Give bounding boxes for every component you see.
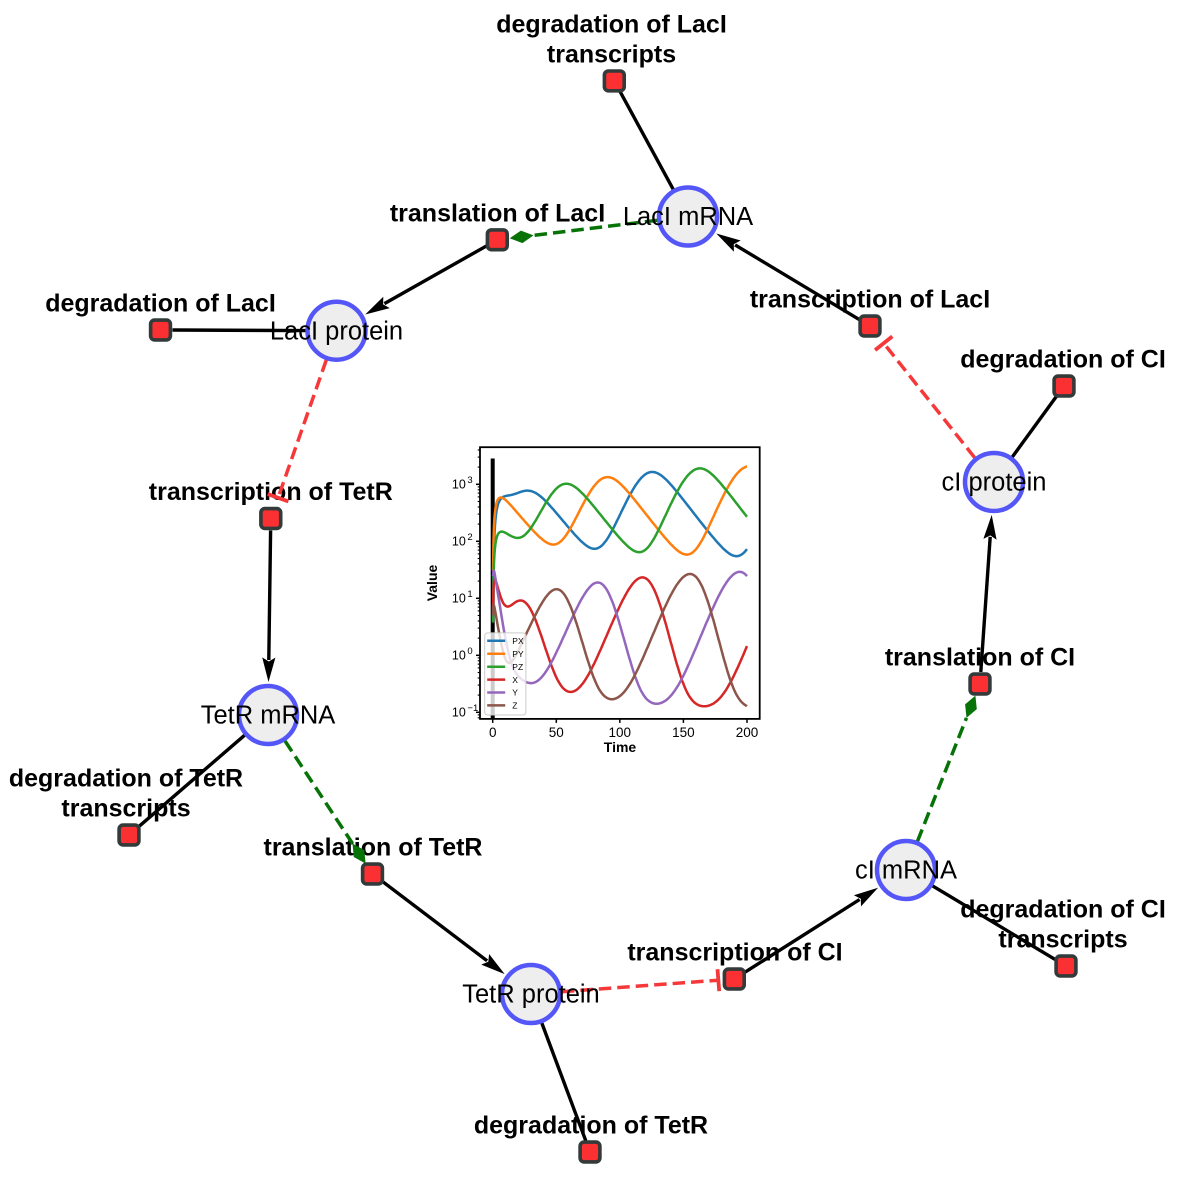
svg-text:LacI mRNA: LacI mRNA [623, 203, 753, 231]
svg-text:translation of LacI: translation of LacI [390, 199, 605, 227]
svg-text:50: 50 [549, 725, 564, 740]
svg-text:0: 0 [467, 646, 472, 657]
svg-text:1: 1 [467, 589, 472, 600]
svg-text:10: 10 [452, 706, 466, 720]
svg-text:Value: Value [424, 565, 440, 602]
svg-text:transcripts: transcripts [998, 926, 1127, 954]
svg-text:Y: Y [512, 688, 518, 698]
svg-text:PY: PY [512, 649, 524, 659]
svg-text:Time: Time [604, 739, 637, 755]
svg-text:transcription of LacI: transcription of LacI [750, 286, 990, 314]
svg-text:X: X [512, 675, 518, 685]
svg-text:cI mRNA: cI mRNA [855, 857, 957, 885]
svg-text:TetR mRNA: TetR mRNA [201, 702, 336, 730]
svg-text:transcription of TetR: transcription of TetR [149, 478, 393, 506]
svg-text:transcripts: transcripts [547, 40, 676, 68]
svg-text:degradation of LacI: degradation of LacI [496, 10, 727, 38]
svg-text:degradation of LacI: degradation of LacI [45, 290, 276, 318]
svg-text:PX: PX [512, 636, 524, 646]
svg-text:LacI protein: LacI protein [270, 317, 403, 345]
svg-text:degradation of TetR: degradation of TetR [474, 1112, 708, 1140]
svg-text:Z: Z [512, 701, 517, 711]
svg-text:degradation of CI: degradation of CI [960, 896, 1166, 924]
svg-text:translation of TetR: translation of TetR [264, 834, 483, 862]
svg-text:100: 100 [609, 725, 632, 740]
svg-text:TetR protein: TetR protein [462, 981, 600, 1009]
svg-text:3: 3 [467, 475, 472, 486]
svg-text:PZ: PZ [512, 662, 523, 672]
svg-text:transcription of CI: transcription of CI [627, 939, 842, 967]
svg-text:10: 10 [452, 649, 466, 663]
svg-text:−1: −1 [467, 703, 478, 714]
svg-text:0: 0 [489, 725, 497, 740]
svg-text:2: 2 [467, 532, 472, 543]
svg-text:150: 150 [672, 725, 695, 740]
svg-text:10: 10 [452, 535, 466, 549]
svg-text:200: 200 [736, 725, 759, 740]
svg-text:degradation of CI: degradation of CI [960, 346, 1166, 374]
svg-text:10: 10 [452, 478, 466, 492]
svg-text:10: 10 [452, 592, 466, 606]
svg-text:cI protein: cI protein [942, 469, 1047, 497]
